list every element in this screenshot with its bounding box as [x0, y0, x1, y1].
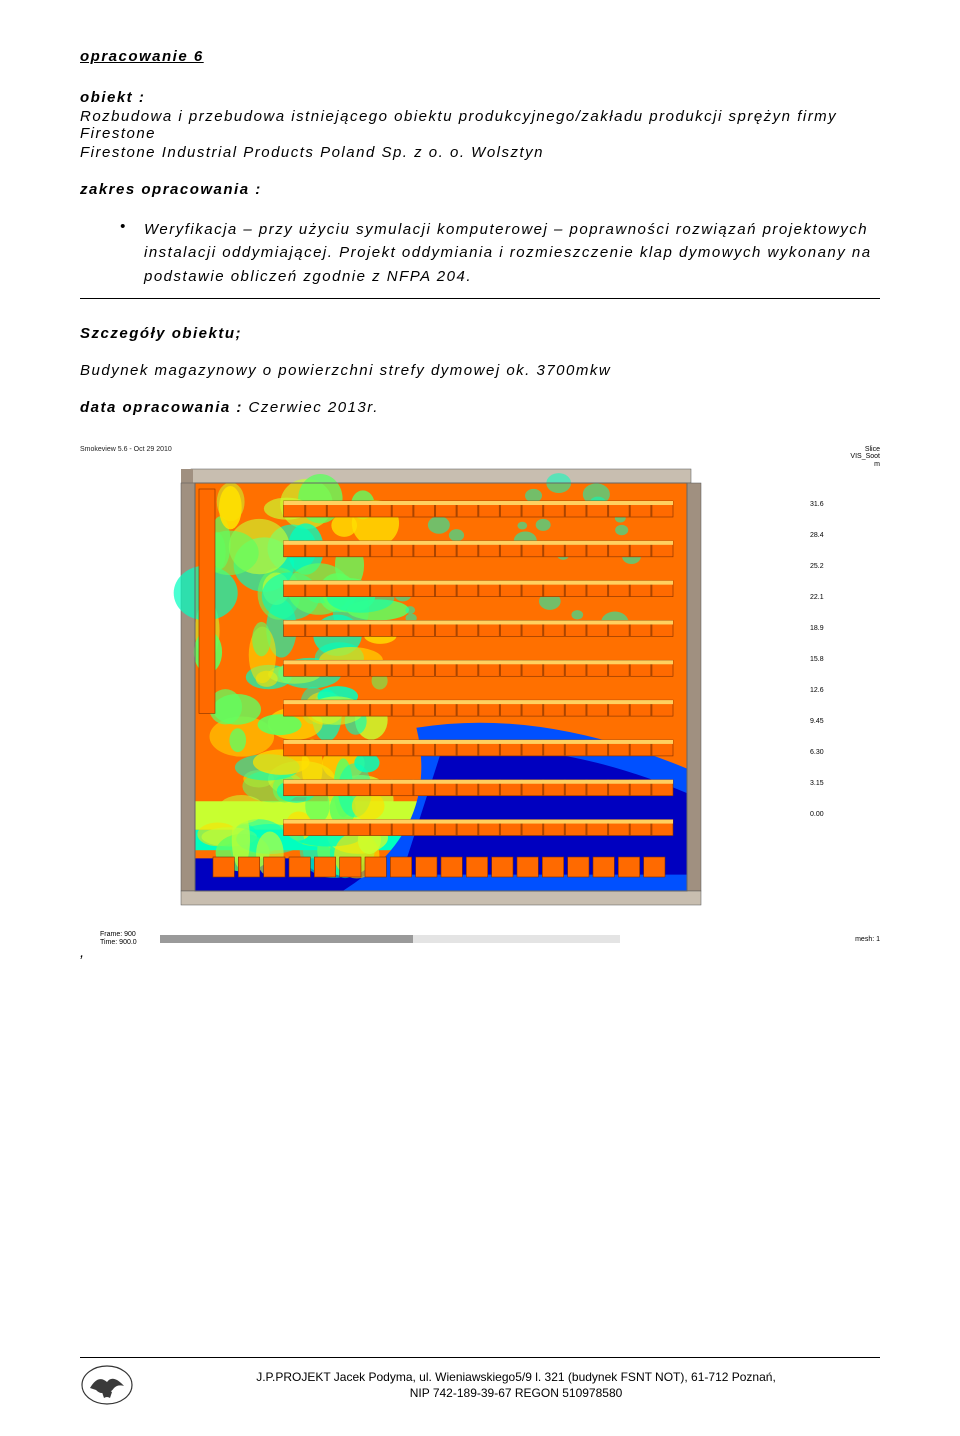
legend-item: 6.30 [810, 749, 880, 756]
legend-value: 18.9 [810, 625, 824, 632]
legend-value: 6.30 [810, 749, 824, 756]
legend-value: 15.8 [810, 656, 824, 663]
simulation-figure: Smokeview 5.6 - Oct 29 2010 Slice VIS_So… [80, 446, 880, 948]
label-obiekt: obiekt : [80, 89, 880, 106]
legend-item: 31.6 [810, 501, 880, 508]
legend-value: 3.15 [810, 780, 824, 787]
zakres-bullet-text: Weryfikacja – przy użyciu symulacji komp… [144, 218, 880, 288]
legend-value: 25.2 [810, 563, 824, 570]
legend-value: 12.6 [810, 687, 824, 694]
time-label: Time: 900.0 [100, 939, 160, 947]
footer-text: J.P.PROJEKT Jacek Podyma, ul. Wieniawski… [152, 1369, 880, 1401]
legend-item: 22.1 [810, 594, 880, 601]
legend-item: 3.15 [810, 780, 880, 787]
legend-value: 31.6 [810, 501, 824, 508]
eagle-logo-icon [80, 1364, 134, 1406]
legend-value: 22.1 [810, 594, 824, 601]
footer-line2: NIP 742-189-39-67 REGON 510978580 [152, 1385, 880, 1401]
document-page: opracowanie 6 obiekt : Rozbudowa i przeb… [0, 0, 960, 1436]
label-szczegoly: Szczegóły obiektu; [80, 325, 880, 342]
label-zakres: zakres opracowania : [80, 181, 880, 198]
sim-slice-l1: Slice [850, 446, 880, 454]
page-footer: J.P.PROJEKT Jacek Podyma, ul. Wieniawski… [80, 1357, 880, 1406]
szczegoly-line: Budynek magazynowy o powierzchni strefy … [80, 362, 880, 379]
legend-item: 0.00 [810, 811, 880, 818]
frame-label: Frame: 900 [100, 931, 160, 939]
legend-value: 0.00 [810, 811, 824, 818]
legend-value: 28.4 [810, 532, 824, 539]
legend-item: 28.4 [810, 532, 880, 539]
zakres-bullet: • Weryfikacja – przy użyciu symulacji ko… [80, 218, 880, 288]
sim-slice-l2: VIS_Soot [850, 453, 880, 461]
legend-item: 18.9 [810, 625, 880, 632]
legend-value: 9.45 [810, 718, 824, 725]
label-data: data opracowania : [80, 399, 249, 416]
sim-software-label: Smokeview 5.6 - Oct 29 2010 [80, 446, 880, 453]
footer-line1: J.P.PROJEKT Jacek Podyma, ul. Wieniawski… [152, 1369, 880, 1385]
heading-opracowanie: opracowanie 6 [80, 48, 880, 65]
sim-slice-l3: m [850, 461, 880, 469]
sim-frame-time: Frame: 900 Time: 900.0 [80, 931, 160, 948]
data-value: Czerwiec 2013r. [249, 399, 379, 416]
obiekt-line2: Firestone Industrial Products Poland Sp.… [80, 144, 880, 161]
data-line: data opracowania : Czerwiec 2013r. [80, 399, 880, 416]
legend-item: 25.2 [810, 563, 880, 570]
sim-slice-label: Slice VIS_Soot m [850, 446, 880, 469]
color-legend: 31.6 28.4 25.2 22.1 18.9 15.8 12.6 9.45 6.30 3.15… [802, 461, 880, 842]
sim-footer: Frame: 900 Time: 900.0 mesh: 1 [80, 931, 880, 948]
mesh-label: mesh: 1 [855, 936, 880, 943]
legend-item: 15.8 [810, 656, 880, 663]
simulation-canvas [161, 461, 721, 921]
sim-progress-bar [160, 935, 620, 943]
bullet-dot-icon: • [120, 218, 144, 235]
obiekt-line1: Rozbudowa i przebudowa istniejącego obie… [80, 108, 880, 142]
legend-item: 9.45 [810, 718, 880, 725]
legend-item: 12.6 [810, 687, 880, 694]
